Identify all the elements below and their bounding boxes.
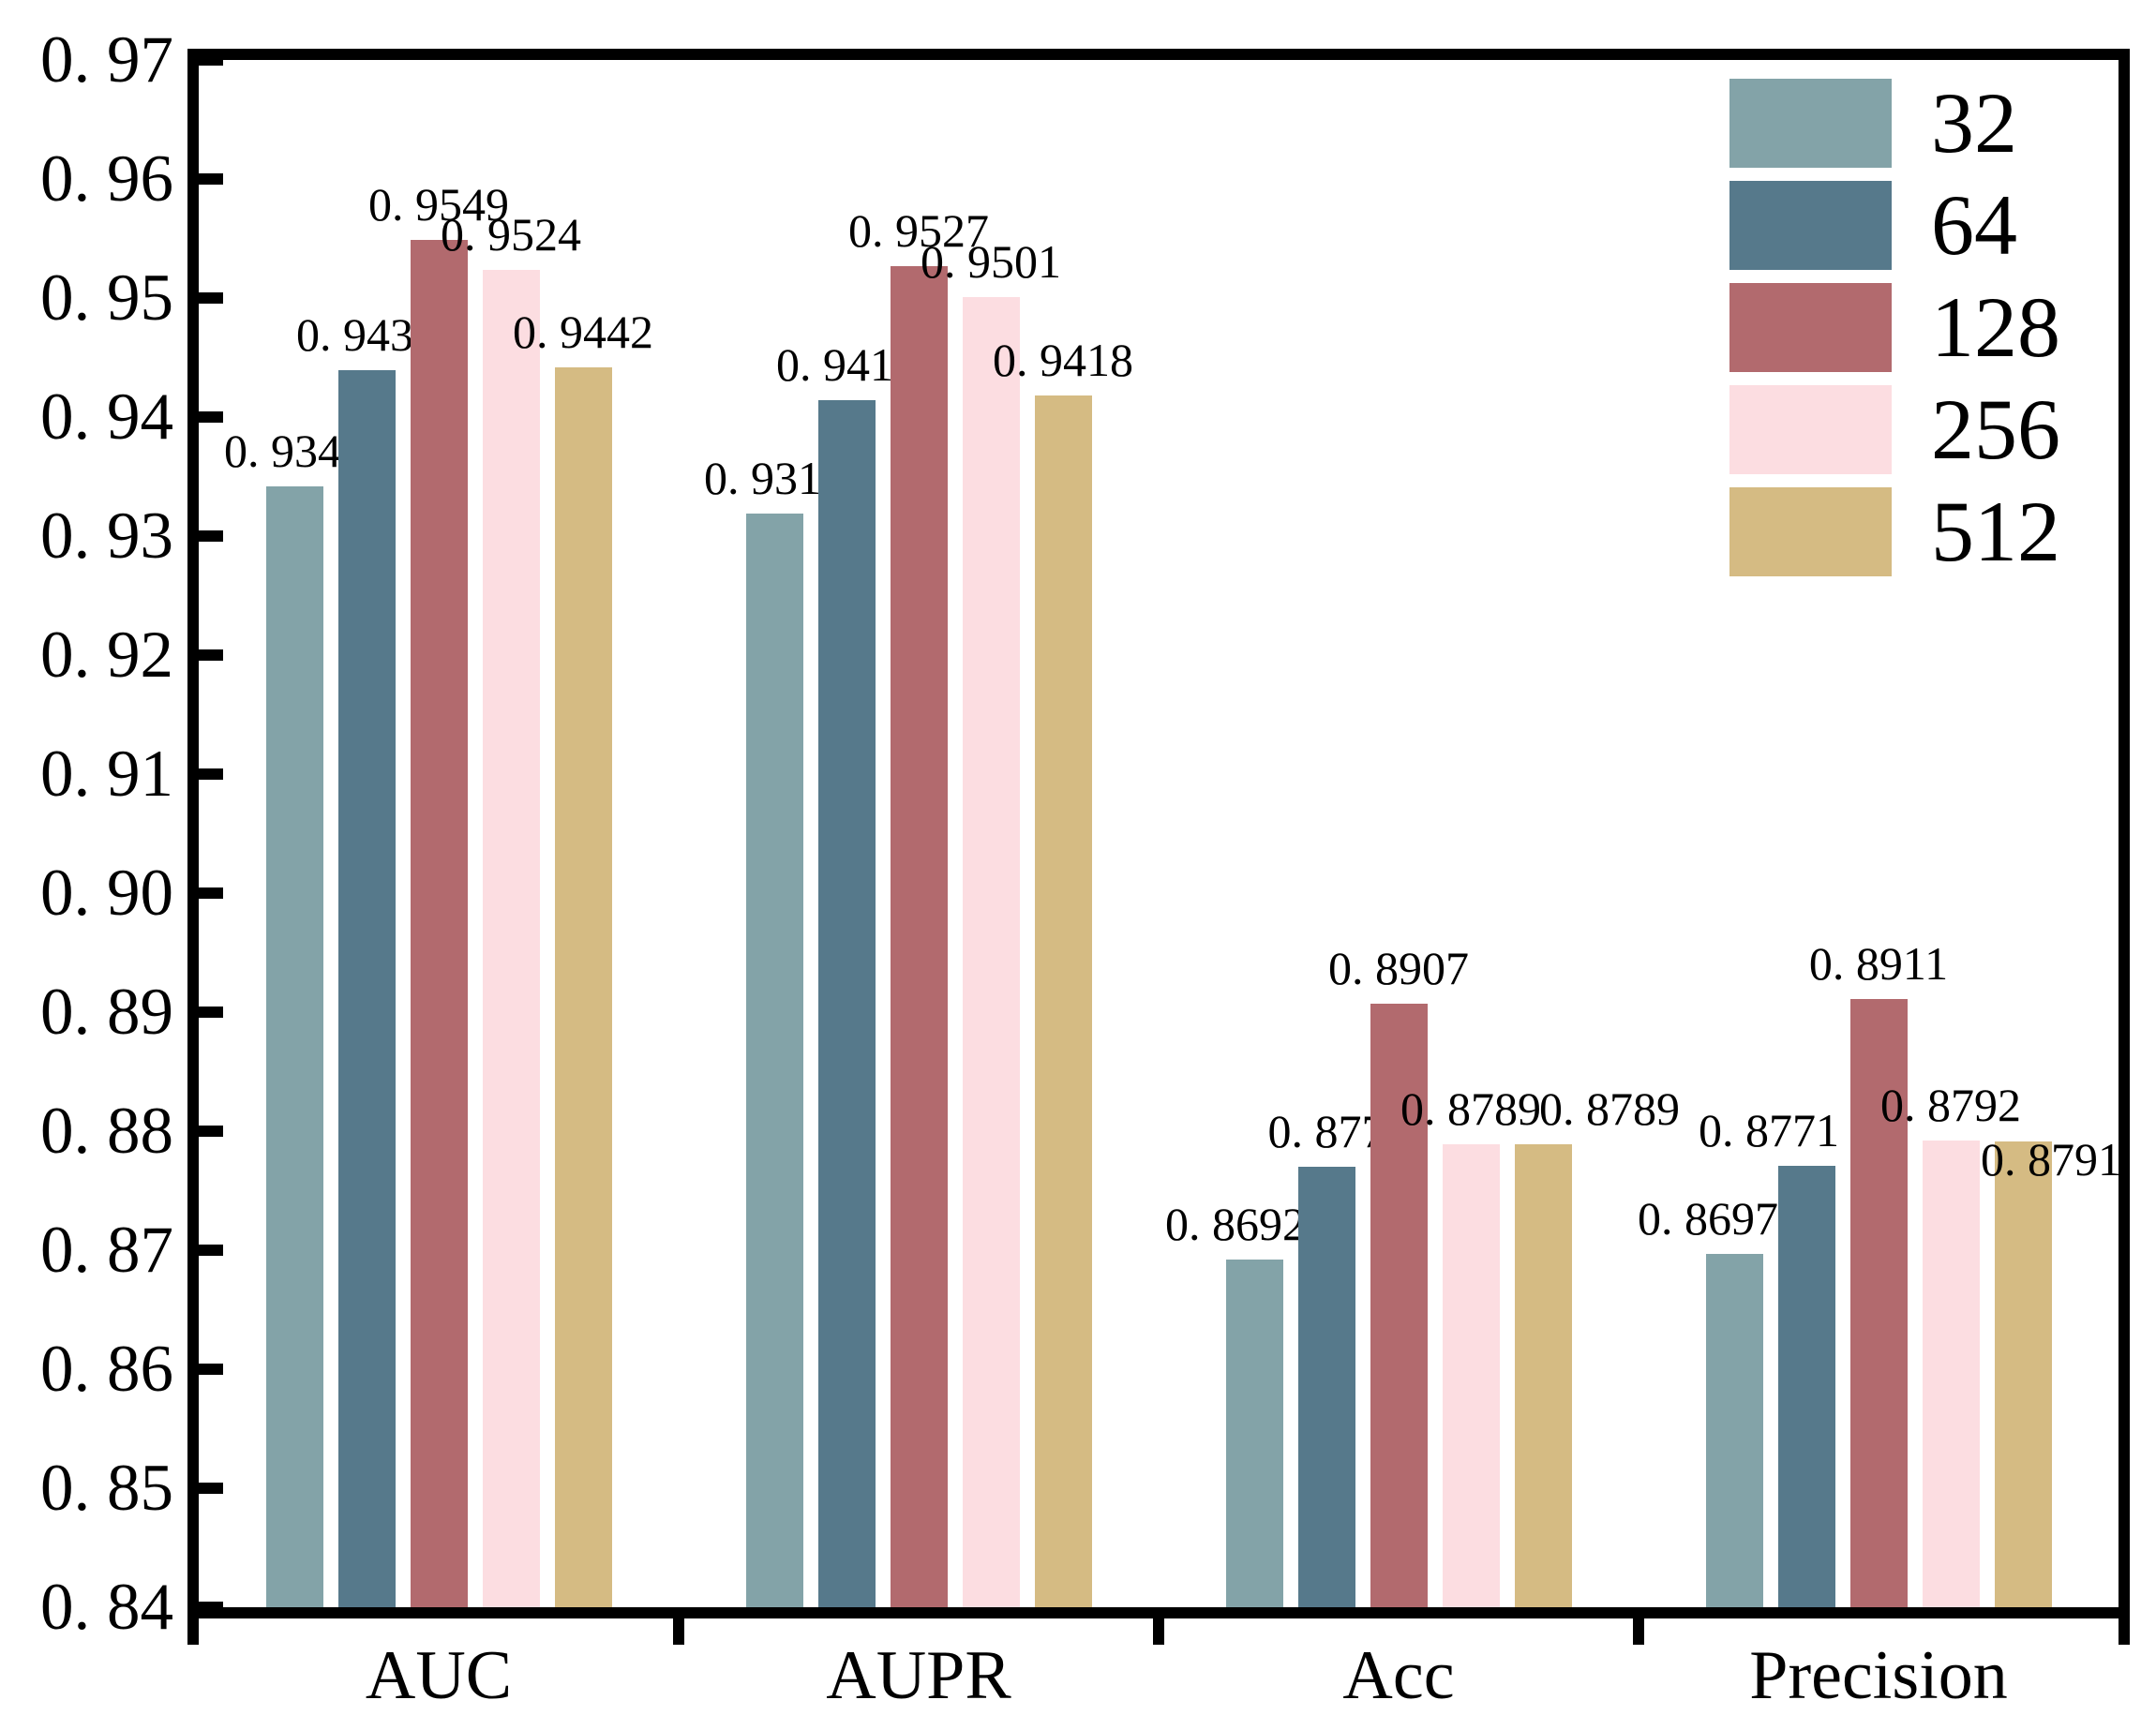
y-axis-tick-label: 0. 93	[40, 500, 173, 573]
bar-value-label: 0. 9501	[921, 234, 1061, 288]
y-axis-tick-label: 0. 97	[40, 23, 173, 97]
legend-swatch-512	[1729, 487, 1892, 576]
y-axis-tick	[199, 649, 223, 661]
x-axis-tick	[1153, 1618, 1164, 1645]
bar-value-label: 0. 9527	[848, 203, 989, 257]
bar-Acc-512	[1514, 1143, 1572, 1607]
bar-Precision-64	[1777, 1165, 1835, 1607]
legend-swatch-32	[1729, 79, 1892, 168]
category-label-Acc: Acc	[1342, 1637, 1455, 1714]
category-label-Precision: Precision	[1749, 1637, 2008, 1714]
y-axis-tick	[199, 1007, 223, 1018]
bar-Precision-256	[1922, 1141, 1980, 1607]
bar-Precision-512	[1994, 1141, 2052, 1607]
legend-swatch-256	[1729, 385, 1892, 474]
bar-value-label: 0. 8789	[1539, 1081, 1680, 1135]
y-axis-tick-label: 0. 88	[40, 1095, 173, 1168]
bar-Precision-128	[1849, 999, 1908, 1607]
x-axis-tick	[673, 1618, 684, 1645]
bar-value-label: 0. 877	[1267, 1105, 1385, 1158]
bar-AUPR-64	[817, 400, 876, 1607]
y-axis-tick-label: 0. 92	[40, 619, 173, 692]
y-axis-tick	[199, 530, 223, 542]
bar-value-label: 0. 8907	[1328, 942, 1469, 995]
bar-value-label: 0. 9442	[513, 305, 653, 358]
legend-label-32: 32	[1931, 75, 2017, 171]
y-axis-tick	[199, 1126, 223, 1137]
bar-AUC-512	[554, 366, 612, 1607]
legend-swatch-128	[1729, 283, 1892, 372]
bar-Acc-128	[1370, 1004, 1428, 1607]
bar-AUPR-256	[962, 296, 1020, 1607]
bar-AUC-256	[482, 269, 540, 1607]
bar-value-label: 0. 8791	[1981, 1133, 2121, 1186]
x-axis-tick	[2119, 1618, 2130, 1645]
y-axis-tick	[199, 1364, 223, 1375]
legend-swatch-64	[1729, 181, 1892, 270]
y-axis-tick-label: 0. 85	[40, 1452, 173, 1525]
y-axis-tick	[199, 768, 223, 780]
legend-label-64: 64	[1931, 177, 2017, 273]
y-axis-tick-label: 0. 89	[40, 976, 173, 1049]
bar-Acc-256	[1442, 1143, 1500, 1607]
y-axis-tick	[199, 411, 223, 423]
category-label-AUPR: AUPR	[826, 1637, 1011, 1714]
legend-label-512: 512	[1931, 484, 2060, 579]
y-axis-tick	[199, 1245, 223, 1256]
y-axis-tick-label: 0. 94	[40, 380, 173, 454]
bar-AUPR-32	[745, 513, 803, 1607]
bar-value-label: 0. 9524	[441, 207, 581, 261]
y-axis-tick	[199, 292, 223, 304]
bar-value-label: 0. 9418	[993, 334, 1133, 387]
bar-Precision-32	[1705, 1253, 1763, 1607]
bar-value-label: 0. 9549	[368, 177, 509, 231]
y-axis-tick	[199, 173, 223, 185]
x-axis-tick	[1633, 1618, 1644, 1645]
bar-value-label: 0. 8789	[1400, 1081, 1541, 1135]
bar-value-label: 0. 8692	[1165, 1198, 1306, 1251]
bar-value-label: 0. 8792	[1880, 1079, 2021, 1132]
y-axis-tick	[199, 1483, 223, 1494]
bar-AUC-128	[410, 239, 468, 1607]
y-axis-tick-label: 0. 87	[40, 1214, 173, 1287]
legend-label-256: 256	[1931, 381, 2060, 477]
bar-AUPR-128	[890, 265, 948, 1607]
bar-Acc-32	[1225, 1260, 1283, 1607]
bar-value-label: 0. 8697	[1638, 1191, 1778, 1245]
y-axis-tick-label: 0. 95	[40, 261, 173, 335]
y-axis-tick	[199, 887, 223, 899]
legend-label-128: 128	[1931, 279, 2060, 375]
bar-AUC-32	[265, 485, 323, 1607]
category-label-AUC: AUC	[365, 1637, 513, 1714]
y-axis-tick	[199, 1602, 223, 1613]
y-axis-tick-label: 0. 84	[40, 1571, 173, 1644]
x-axis-tick	[187, 1618, 199, 1645]
bar-Acc-64	[1297, 1167, 1355, 1607]
y-axis-tick-label: 0. 90	[40, 857, 173, 930]
bar-value-label: 0. 8911	[1808, 937, 1949, 991]
bar-value-label: 0. 8771	[1699, 1103, 1839, 1156]
bar-AUPR-512	[1034, 395, 1092, 1607]
y-axis-tick-label: 0. 96	[40, 142, 173, 216]
bar-AUC-64	[337, 370, 396, 1607]
y-axis-tick-label: 0. 91	[40, 738, 173, 811]
y-axis-tick	[199, 54, 223, 66]
y-axis-tick-label: 0. 86	[40, 1333, 173, 1406]
